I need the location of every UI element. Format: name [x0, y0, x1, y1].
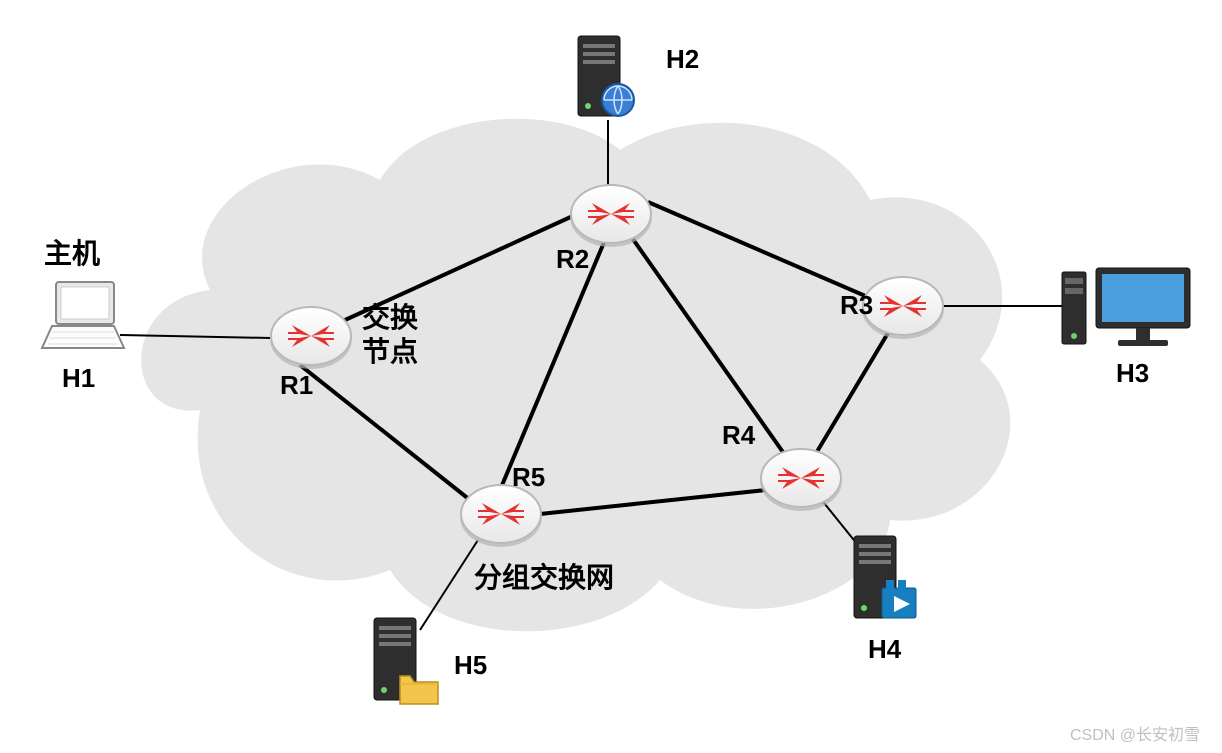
router-r3 [862, 276, 940, 334]
packet-net-label: 分组交换网 [474, 556, 614, 596]
h2-label: H2 [666, 44, 699, 75]
router-arrows-icon [586, 197, 636, 231]
r4-label: R4 [722, 420, 755, 451]
switch-node-label-l2: 节点 [362, 330, 418, 370]
server-media-icon [838, 530, 928, 630]
server-web-icon [568, 30, 648, 122]
router-arrows-icon [476, 497, 526, 531]
host-label: 主机 [44, 232, 100, 272]
router-arrows-icon [776, 461, 826, 495]
router-r1 [270, 306, 348, 364]
watermark-text: CSDN @长安初雪 [1070, 721, 1200, 745]
router-r4 [760, 448, 838, 506]
r1-label: R1 [280, 370, 313, 401]
h3-label: H3 [1116, 358, 1149, 389]
h5-label: H5 [454, 650, 487, 681]
r3-label: R3 [840, 290, 873, 321]
h1-label: H1 [62, 363, 95, 394]
h4-label: H4 [868, 634, 901, 665]
router-r2 [570, 184, 648, 242]
router-arrows-icon [878, 289, 928, 323]
router-arrows-icon [286, 319, 336, 353]
laptop-icon [28, 276, 138, 356]
r2-label: R2 [556, 244, 589, 275]
server-file-icon [358, 612, 448, 712]
desktop-icon [1058, 258, 1198, 358]
r5-label: R5 [512, 462, 545, 493]
diagram-canvas: 主机 H1 H2 H3 H4 H5 R1 R2 R3 R4 R5 交换 节点 分… [0, 0, 1222, 753]
